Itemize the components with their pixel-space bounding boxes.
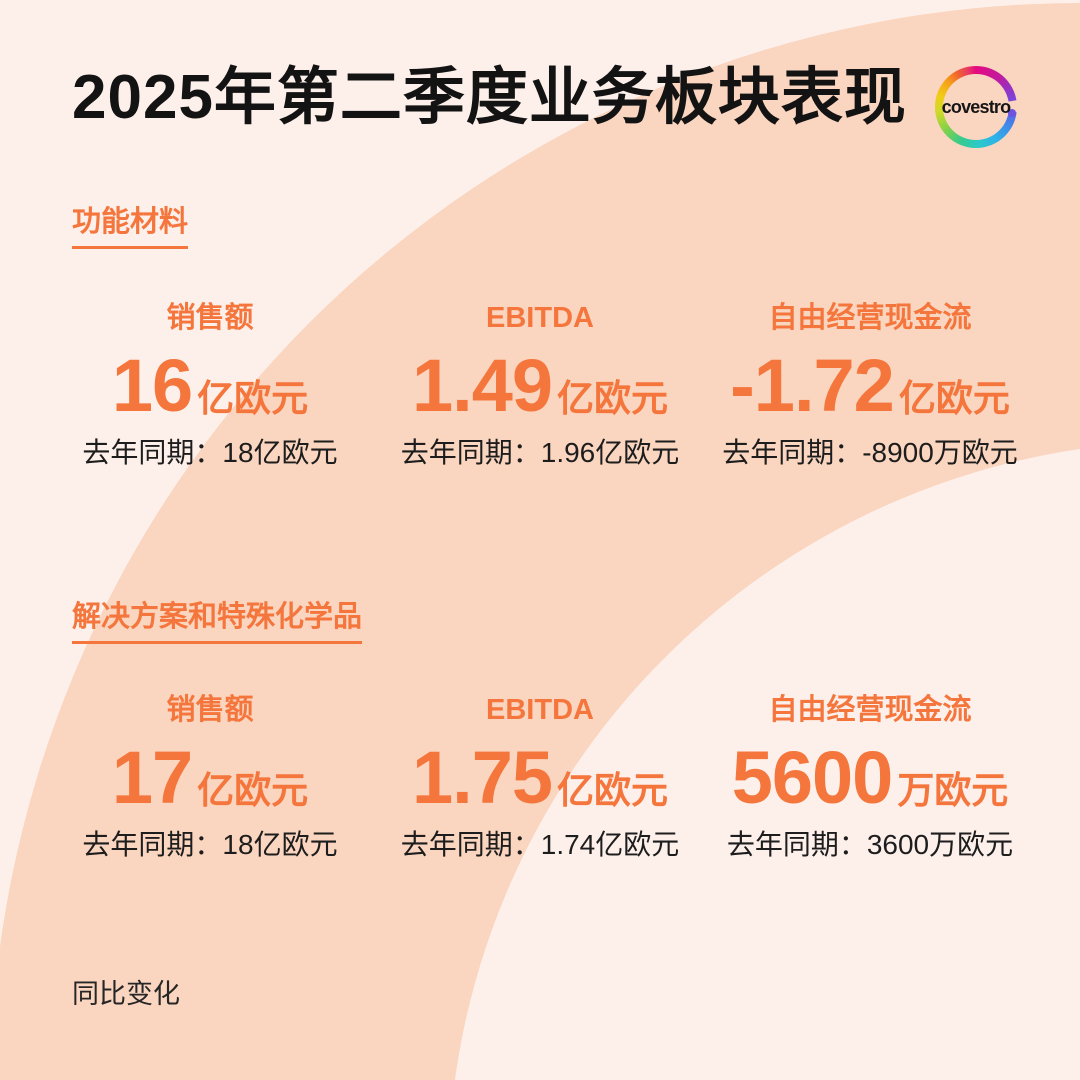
metric-label: EBITDA <box>486 694 594 726</box>
metric-number: 1.49 <box>411 344 553 428</box>
metric-sales-1: 销售额 16 亿欧元 去年同期：18亿欧元 <box>45 302 375 470</box>
metric-unit: 亿欧元 <box>557 770 669 812</box>
metric-prior-year: 去年同期：-8900万欧元 <box>722 437 1018 469</box>
covestro-logo: covestro <box>935 66 1017 148</box>
metric-number: 17 <box>111 736 193 820</box>
metric-prior-year: 去年同期：3600万欧元 <box>726 829 1014 861</box>
metric-prior-year: 去年同期：18亿欧元 <box>82 437 338 469</box>
metrics-row-1: 销售额 16 亿欧元 去年同期：18亿欧元 EBITDA 1.49 亿欧元 去年… <box>45 302 1035 470</box>
metric-cashflow-1: 自由经营现金流 -1.72 亿欧元 去年同期：-8900万欧元 <box>705 302 1035 470</box>
metric-value: 1.49 亿欧元 <box>375 349 705 423</box>
metric-prior-year: 去年同期：1.96亿欧元 <box>400 437 680 469</box>
metric-label: 销售额 <box>166 694 254 726</box>
metric-label: 自由经营现金流 <box>768 302 972 334</box>
metric-value: -1.72 亿欧元 <box>705 349 1035 423</box>
metric-prior-year: 去年同期：18亿欧元 <box>82 829 338 861</box>
metric-number: 16 <box>111 344 193 428</box>
metric-label: EBITDA <box>486 302 594 334</box>
metric-unit: 亿欧元 <box>197 770 309 812</box>
metrics-row-2: 销售额 17 亿欧元 去年同期：18亿欧元 EBITDA 1.75 亿欧元 去年… <box>45 694 1035 862</box>
metric-label: 销售额 <box>166 302 254 334</box>
section-heading-solutions-specialties: 解决方案和特殊化学品 <box>72 593 363 644</box>
covestro-ring-hole <box>943 74 1009 140</box>
metric-number: 1.75 <box>411 736 553 820</box>
covestro-ring-endcap <box>1008 109 1016 117</box>
section-heading-performance-materials: 功能材料 <box>72 198 189 249</box>
metric-number: 5600 <box>731 736 894 820</box>
metric-unit: 亿欧元 <box>557 378 669 420</box>
metric-unit: 亿欧元 <box>898 378 1010 420</box>
metric-unit: 万欧元 <box>897 770 1009 812</box>
metric-cashflow-2: 自由经营现金流 5600 万欧元 去年同期：3600万欧元 <box>705 694 1035 862</box>
metric-value: 17 亿欧元 <box>45 741 375 815</box>
metric-sales-2: 销售额 17 亿欧元 去年同期：18亿欧元 <box>45 694 375 862</box>
footnote-yoy-change: 同比变化 <box>72 979 180 1009</box>
metric-value: 5600 万欧元 <box>705 741 1035 815</box>
page-title: 2025年第二季度业务板块表现 <box>72 63 907 132</box>
metric-number: -1.72 <box>730 344 895 428</box>
metric-ebitda-2: EBITDA 1.75 亿欧元 去年同期：1.74亿欧元 <box>375 694 705 862</box>
metric-unit: 亿欧元 <box>197 378 309 420</box>
covestro-logo-text: covestro <box>941 96 1011 117</box>
metric-value: 16 亿欧元 <box>45 349 375 423</box>
metric-prior-year: 去年同期：1.74亿欧元 <box>400 829 680 861</box>
metric-label: 自由经营现金流 <box>768 694 972 726</box>
metric-value: 1.75 亿欧元 <box>375 741 705 815</box>
metric-ebitda-1: EBITDA 1.49 亿欧元 去年同期：1.96亿欧元 <box>375 302 705 470</box>
